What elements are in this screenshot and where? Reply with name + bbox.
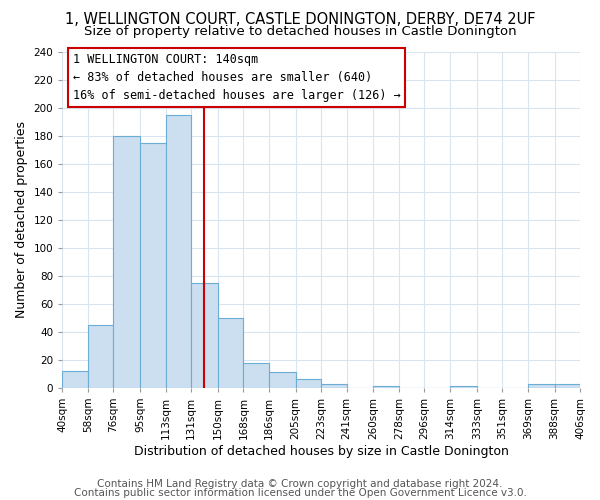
Text: 1 WELLINGTON COURT: 140sqm
← 83% of detached houses are smaller (640)
16% of sem: 1 WELLINGTON COURT: 140sqm ← 83% of deta… bbox=[73, 53, 400, 102]
Text: Size of property relative to detached houses in Castle Donington: Size of property relative to detached ho… bbox=[83, 25, 517, 38]
Text: Contains public sector information licensed under the Open Government Licence v3: Contains public sector information licen… bbox=[74, 488, 526, 498]
Bar bbox=[166, 114, 191, 388]
X-axis label: Distribution of detached houses by size in Castle Donington: Distribution of detached houses by size … bbox=[134, 444, 509, 458]
Bar bbox=[218, 318, 244, 388]
Bar bbox=[113, 136, 140, 388]
Bar bbox=[140, 142, 166, 388]
Text: Contains HM Land Registry data © Crown copyright and database right 2024.: Contains HM Land Registry data © Crown c… bbox=[97, 479, 503, 489]
Bar bbox=[62, 371, 88, 388]
Y-axis label: Number of detached properties: Number of detached properties bbox=[15, 121, 28, 318]
Text: 1, WELLINGTON COURT, CASTLE DONINGTON, DERBY, DE74 2UF: 1, WELLINGTON COURT, CASTLE DONINGTON, D… bbox=[65, 12, 535, 28]
Bar bbox=[527, 384, 554, 388]
Bar bbox=[191, 282, 218, 388]
Bar bbox=[321, 384, 347, 388]
Bar bbox=[373, 386, 399, 388]
Bar bbox=[244, 362, 269, 388]
Bar bbox=[269, 372, 296, 388]
Bar bbox=[296, 380, 321, 388]
Bar bbox=[88, 324, 113, 388]
Bar bbox=[554, 384, 580, 388]
Bar bbox=[450, 386, 477, 388]
